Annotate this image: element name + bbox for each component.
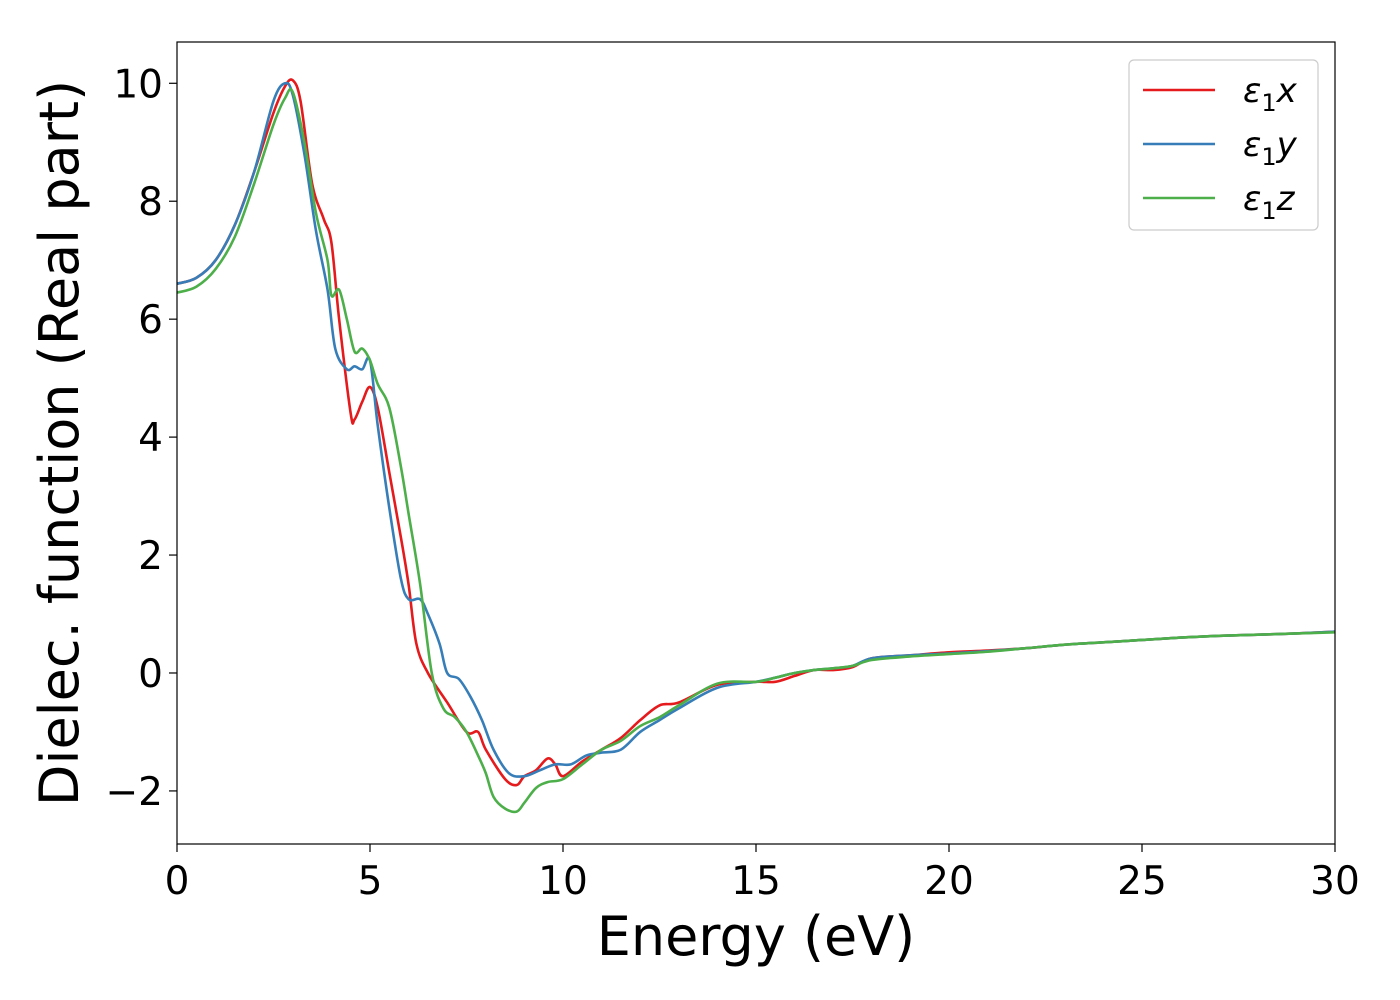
legend-box	[1128, 59, 1319, 231]
y-tick-label: 8	[138, 180, 163, 225]
x-tick-label: 25	[1117, 859, 1167, 904]
y-axis-ticks: −2 0 2 4 6 8 10	[106, 62, 177, 815]
y-tick-label: 2	[138, 534, 163, 579]
x-tick-label: 15	[731, 859, 781, 904]
x-axis-title: Energy (eV)	[597, 905, 916, 968]
y-tick-label: 0	[138, 652, 163, 697]
x-tick-label: 5	[358, 859, 383, 904]
legend-label-z: ε1z	[1243, 179, 1296, 225]
y-tick-label: 10	[113, 62, 163, 107]
x-tick-label: 0	[165, 859, 190, 904]
x-tick-label: 30	[1310, 859, 1360, 904]
x-axis-ticks: 0 5 10 15 20 25 30	[165, 844, 1360, 904]
x-tick-label: 20	[924, 859, 974, 904]
y-tick-label: −2	[106, 770, 164, 815]
legend: ε1x ε1y ε1z	[1128, 59, 1319, 231]
legend-label-x: ε1x	[1243, 71, 1298, 117]
y-tick-label: 4	[138, 416, 163, 461]
x-tick-label: 10	[538, 859, 588, 904]
series-layer	[177, 78, 1335, 814]
series-line-z	[177, 87, 1335, 814]
y-tick-label: 6	[138, 298, 163, 343]
legend-label-y: ε1y	[1243, 125, 1298, 171]
y-axis-title: Dielec. function (Real part)	[28, 80, 91, 806]
